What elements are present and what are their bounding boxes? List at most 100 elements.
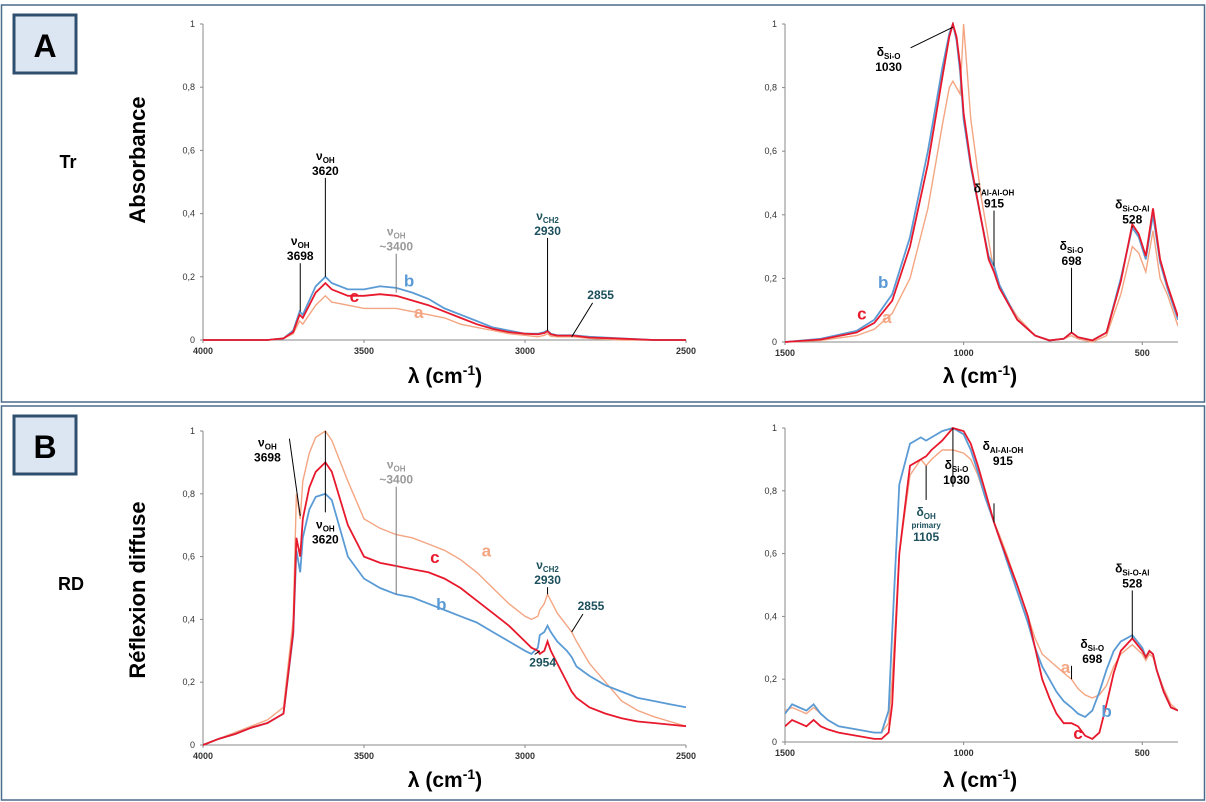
x-tick-label: 1500 [775,348,795,358]
y-tick-label: 0 [772,337,777,347]
annotation-value: 528 [1122,576,1142,590]
annotation-symbol: νOH [387,225,406,241]
series-line-c [785,426,1178,740]
annotation-symbol: δOH [916,505,936,521]
x-tick-label: 1000 [954,348,974,358]
annotation-value: ~3400 [379,240,413,254]
annotation-value: 1105 [913,530,939,544]
y-tick-label: 0,6 [182,552,195,562]
annotation-line [910,26,954,49]
annotation-value: ~3400 [379,473,413,487]
annotation-value: 2855 [587,288,614,302]
annotation-symbol: νCH2 [536,209,559,225]
annotation-value: 3620 [312,164,339,178]
y-tick-label: 1 [772,423,777,433]
annotation-symbol: νOH [258,436,277,452]
x-tick-label: 3500 [354,346,374,356]
series-line-b [785,427,1178,734]
panel-label-text: A [33,28,56,64]
panel-label-A: A [12,13,78,75]
y-axis-label: Absorbance [125,96,150,223]
x-tick-label: 4000 [193,346,213,356]
series-line-a [785,449,1178,734]
peak-label-2954: 2954 [529,650,556,670]
series-label-b: b [404,271,414,290]
y-tick-label: 0 [772,737,777,747]
annotation-value: 2954 [529,656,556,670]
x-tick-label: 500 [1135,748,1150,758]
annotation-symbol: δSi-O [1060,239,1084,255]
x-tick-label: 2500 [676,346,696,356]
x-axis-label: λ (cm-1) [943,766,1017,792]
annotation-symbol: νCH2 [536,558,559,574]
x-axis-label: λ (cm-1) [408,362,482,388]
annotation-line [534,650,541,655]
y-tick-label: 1 [190,426,195,436]
panel-frame-B [0,405,1206,801]
series-label-c: c [857,305,866,324]
series-label-b: b [878,273,888,292]
y-tick-label: 0,8 [182,489,195,499]
series-label-b: b [436,595,446,614]
series-label-c: c [430,548,439,567]
y-tick-label: 0,2 [764,674,777,684]
annotation-subtext: primary [911,521,941,530]
y-tick-label: 0,6 [182,145,195,155]
series-line-b [785,22,1178,343]
peak-label-2855: 2855 [571,288,614,338]
chart-A-right: 0 0,2 0,4 0,6 0,8 1 1500 1000 500 λ (cm-1) bc a δSi-… [764,19,1178,388]
annotation-symbol: νOH [387,458,406,474]
x-tick-label: 2500 [676,751,696,761]
series-label-c: c [1073,724,1082,743]
annotation-symbol: δSi-O-Al [1115,561,1149,577]
series-label-b: b [1101,702,1111,721]
series-line-a [203,294,686,341]
x-tick-label: 3500 [354,751,374,761]
peak-annotation-~3400: νOH~3400 [379,458,413,595]
y-tick-label: 0,8 [182,82,195,92]
chart-B-right: 0 0,2 0,4 0,6 0,8 1 1500 1000 500 λ (cm-1) a bc δSi-… [764,423,1178,792]
panel-label-B: B [12,414,78,476]
annotation-symbol: δAl-Al-OH [974,182,1015,198]
panel-label-box [12,414,78,476]
peak-label-2855: 2855 [571,599,605,633]
annotation-value: 915 [993,454,1013,468]
panel-label-box [12,13,78,75]
y-tick-label: 0,4 [182,209,195,219]
y-tick-label: 0,6 [764,146,777,156]
series-line-b [203,275,686,341]
annotation-value: 698 [1062,254,1082,268]
x-tick-label: 500 [1135,348,1150,358]
y-tick-label: 0,2 [182,272,195,282]
y-tick-label: 0 [190,335,195,345]
chart-A-left: 0 0,2 0,4 0,6 0,8 1 4000 3500 3000 2500 λ (cm-1) b c… [182,19,696,388]
annotation-value: 2930 [534,573,561,587]
annotation-symbol: δSi-O [877,45,901,61]
y-tick-label: 1 [190,19,195,29]
annotation-symbol: δSi-O [1080,637,1104,653]
x-tick-label: 1000 [954,748,974,758]
series-label-a: a [882,308,892,327]
series-line-c [203,461,686,746]
annotation-value: 698 [1082,652,1102,666]
annotation-symbol: νOH [291,234,310,250]
annotation-value: 2855 [578,599,605,613]
series-label-a: a [1061,658,1071,677]
annotation-line [571,613,584,633]
series-label-c: c [350,287,359,306]
x-tick-label: 1500 [775,748,795,758]
annotation-line [571,302,594,338]
series-label-a: a [482,542,492,561]
annotation-value: 915 [984,197,1004,211]
